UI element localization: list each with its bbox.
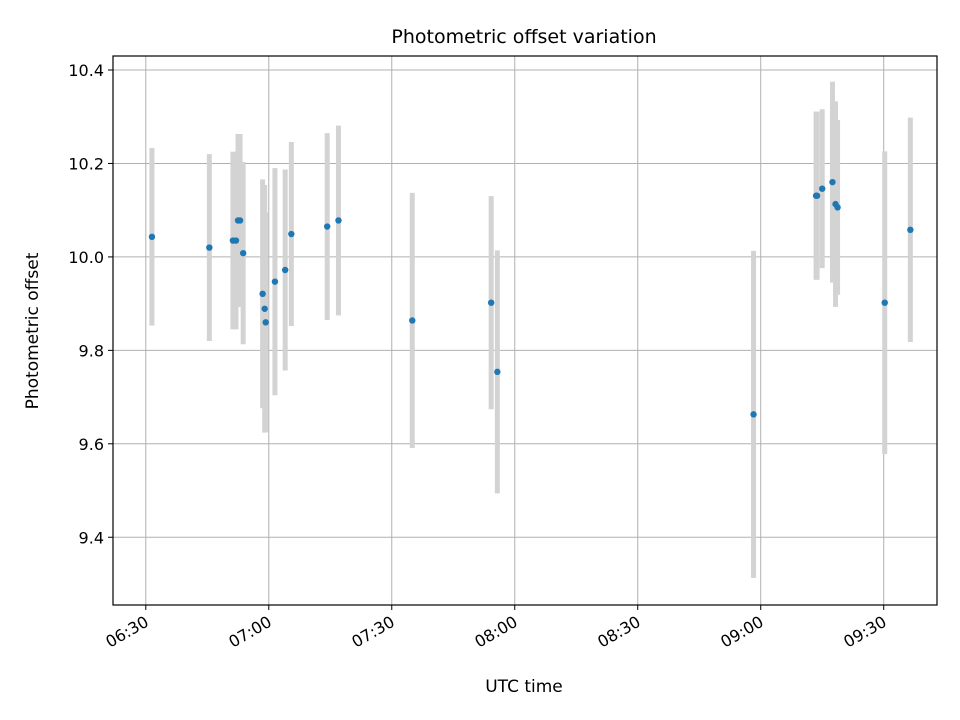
y-axis-ticks: 9.4 9.6 9.8 10.0 10.2 10.4 [68, 61, 113, 547]
data-point [262, 319, 269, 326]
y-tick-label: 9.4 [79, 528, 104, 547]
x-tick-label: 08:00 [471, 612, 520, 652]
y-tick-label: 10.0 [68, 248, 104, 267]
data-point [494, 368, 501, 376]
data-point [323, 223, 331, 230]
data-point [206, 244, 213, 251]
x-tick-label: 06:30 [102, 612, 151, 652]
x-axis-ticks: 06:30 07:00 07:30 08:00 08:30 09:00 09:30 [102, 605, 890, 652]
data-point [829, 178, 836, 186]
x-tick-label: 09:00 [717, 612, 766, 652]
y-axis-label: Photometric offset [23, 252, 43, 409]
data-point [288, 230, 295, 238]
y-tick-label: 10.2 [68, 154, 104, 173]
x-tick-label: 07:30 [348, 612, 397, 652]
data-point [834, 204, 841, 211]
y-tick-label: 9.8 [79, 341, 104, 360]
error-bars [149, 81, 913, 578]
data-points [148, 178, 914, 418]
data-point [907, 226, 914, 234]
x-axis-label: UTC time [485, 677, 563, 697]
y-tick-label: 9.6 [79, 435, 104, 454]
data-point [813, 192, 821, 199]
data-point [409, 317, 416, 324]
data-point [148, 233, 156, 241]
data-point [750, 411, 757, 418]
grid [113, 56, 937, 605]
data-point [271, 278, 279, 285]
data-point [281, 266, 289, 274]
data-point [239, 249, 247, 257]
y-tick-label: 10.4 [68, 61, 104, 80]
chart-title: Photometric offset variation [391, 26, 656, 48]
data-point [236, 217, 244, 224]
data-point [232, 237, 240, 244]
x-tick-label: 08:30 [594, 612, 643, 652]
x-tick-label: 07:00 [225, 612, 274, 652]
data-point [487, 299, 495, 306]
x-tick-label: 09:30 [840, 612, 889, 652]
data-point [819, 185, 826, 192]
plot-frame [112, 55, 938, 606]
data-point [881, 299, 888, 306]
data-point [261, 305, 268, 312]
data-point [335, 217, 342, 224]
data-point [259, 290, 266, 298]
